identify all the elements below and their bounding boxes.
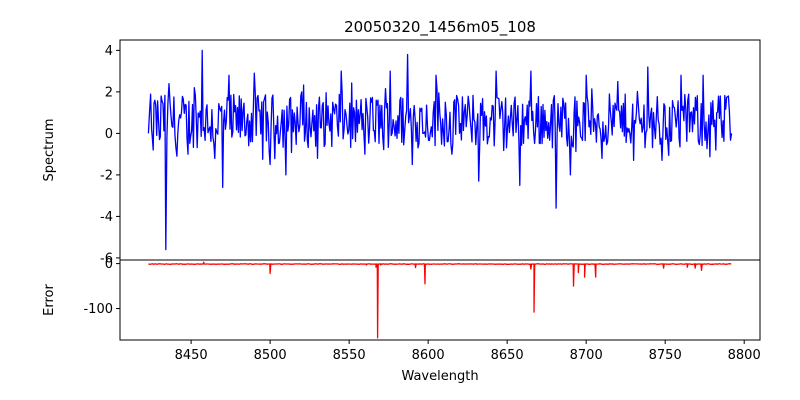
x-tick-label: 8800 <box>728 348 761 363</box>
error-y-tick-label: -100 <box>83 302 113 317</box>
x-axis-label: Wavelength <box>401 369 478 384</box>
error-plot-area <box>120 260 760 340</box>
error-x-ticks: 8450 8500 8550 8600 8650 8700 8750 8800 <box>175 340 761 363</box>
spectrum-y-tick-label: -2 <box>100 168 113 183</box>
error-line <box>148 261 732 339</box>
error-y-ticks: -100 0 <box>83 257 120 317</box>
spectrum-line <box>147 49 733 251</box>
error-frame <box>119 259 761 341</box>
spectrum-y-axis-label: Spectrum <box>42 119 57 182</box>
chart-title: 20050320_1456m05_108 <box>344 18 536 37</box>
spectrum-y-tick-label: -4 <box>100 210 113 225</box>
x-tick-label: 8550 <box>333 348 366 363</box>
spectrum-y-tick-label: 2 <box>105 85 113 100</box>
error-panel: -100 0 8450 8500 8550 8600 8650 8700 8750 8800 E… <box>42 257 761 384</box>
spectrum-plot-area <box>120 40 760 260</box>
error-y-tick-label: 0 <box>105 257 113 272</box>
spectrum-panel: -6 -4 -2 0 2 4 Spectrum <box>42 39 761 266</box>
x-tick-label: 8600 <box>412 348 445 363</box>
spectrum-y-tick-label: -6 <box>100 251 113 266</box>
spectrum-y-tick-label: 4 <box>105 44 113 59</box>
spectrum-y-ticks: -6 -4 -2 0 2 4 <box>100 44 120 266</box>
x-tick-label: 8750 <box>649 348 682 363</box>
x-tick-label: 8500 <box>254 348 287 363</box>
x-tick-label: 8450 <box>175 348 208 363</box>
x-tick-label: 8650 <box>491 348 524 363</box>
error-series <box>148 261 732 339</box>
spectrum-series <box>147 49 733 251</box>
spectrum-y-tick-label: 0 <box>105 127 113 142</box>
error-y-axis-label: Error <box>42 284 57 316</box>
x-tick-label: 8700 <box>570 348 603 363</box>
